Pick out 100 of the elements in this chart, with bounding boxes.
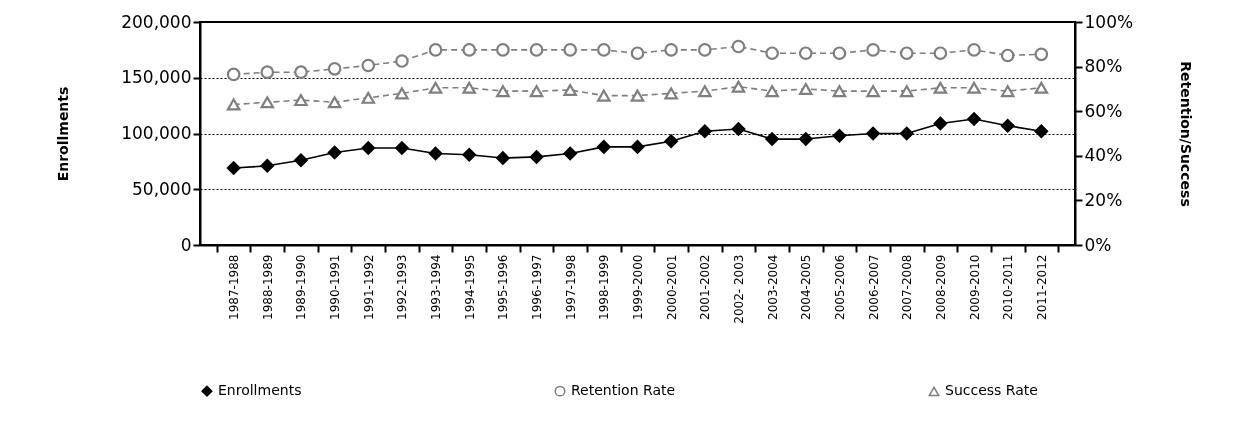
x-tick-label: 1988-1989	[260, 254, 275, 320]
x-tick-label: 1998-1999	[597, 254, 612, 320]
point	[698, 43, 712, 57]
point	[1000, 118, 1015, 133]
point	[294, 153, 308, 168]
point	[899, 126, 914, 141]
point	[361, 58, 376, 73]
point	[1034, 47, 1049, 62]
point	[1000, 48, 1015, 63]
point	[630, 140, 645, 154]
point	[765, 132, 779, 146]
point	[731, 122, 746, 136]
point	[933, 81, 948, 94]
x-tick-label: 2005-2006	[832, 254, 847, 320]
x-tick-label: 1996-1997	[530, 254, 545, 320]
point	[832, 85, 847, 98]
x-tick-label: 1993-1994	[429, 254, 444, 320]
x-tick-label: 1995-1996	[496, 254, 511, 320]
point	[226, 98, 241, 111]
y2-tick-label: 40%	[1084, 145, 1123, 166]
point	[933, 116, 948, 131]
x-tick-label: 2011-2012	[1034, 254, 1049, 320]
y2-tick-label: 20%	[1084, 189, 1123, 210]
point	[260, 96, 275, 109]
x-tick-label: 2008-2009	[933, 254, 948, 320]
x-tick-label: 2001-2002	[698, 254, 713, 320]
point	[361, 141, 376, 155]
y2-axis-title: Retention/Success	[1178, 61, 1195, 207]
point	[664, 134, 678, 149]
x-tick-label: 2003-2004	[765, 254, 780, 320]
point	[529, 150, 544, 164]
x-tick-label: 1992-1993	[395, 254, 410, 320]
x-tick-label: 1999-2000	[631, 254, 645, 320]
y-axis-title: Enrollments	[55, 86, 72, 182]
point	[226, 67, 241, 82]
point	[731, 39, 746, 54]
point	[731, 80, 746, 93]
y2-tick-label: 0%	[1084, 234, 1112, 255]
point	[630, 46, 645, 61]
x-tick-label: 1989-1990	[294, 254, 309, 320]
point	[496, 85, 510, 98]
point	[832, 46, 847, 61]
point	[1034, 124, 1049, 139]
point	[462, 147, 477, 162]
x-tick-label: 2007-2008	[900, 254, 915, 320]
point	[698, 85, 712, 98]
point	[899, 46, 914, 61]
point	[260, 65, 275, 79]
point	[597, 43, 611, 57]
y-tick-label: 50,000	[132, 178, 192, 199]
point	[428, 81, 443, 94]
point	[967, 43, 981, 57]
point	[529, 85, 544, 98]
point	[866, 126, 880, 141]
y-tick-label: 100,000	[121, 123, 192, 143]
y-tick-label: 150,000	[121, 67, 192, 88]
point	[866, 43, 880, 57]
y-tick-label: 200,000	[121, 11, 192, 32]
y2-tick-label: 60%	[1084, 100, 1123, 121]
point	[462, 43, 477, 57]
point	[428, 43, 443, 57]
y2-tick-label: 100%	[1084, 11, 1134, 32]
point	[327, 145, 342, 160]
point	[798, 46, 813, 61]
point	[698, 124, 712, 139]
point	[294, 65, 308, 79]
point	[395, 87, 409, 100]
point	[1034, 81, 1049, 94]
x-tick-label: 2010-2011	[1001, 254, 1016, 320]
point	[260, 159, 275, 173]
point	[563, 146, 577, 161]
point	[597, 89, 611, 102]
x-tick-label: 1987-1988	[227, 254, 242, 320]
point	[798, 132, 813, 146]
x-tick-label: 2004-2005	[799, 254, 814, 320]
point	[866, 85, 880, 98]
point	[798, 82, 813, 95]
x-tick-label: 2006-2007	[866, 254, 881, 320]
point	[226, 161, 241, 175]
y2-tick-label: 80%	[1084, 56, 1123, 77]
point	[1000, 85, 1015, 98]
x-tick-label: 2002- 2003	[731, 254, 746, 324]
point	[967, 81, 981, 94]
point	[664, 87, 678, 100]
point	[765, 85, 779, 98]
point	[899, 85, 914, 98]
point	[563, 83, 577, 97]
point	[361, 91, 376, 104]
point	[597, 140, 611, 154]
x-tick-label: 2009-2010	[967, 254, 982, 320]
point	[496, 151, 510, 165]
point	[428, 146, 443, 161]
x-tick-label: 1991-1992	[361, 254, 376, 320]
point	[563, 43, 577, 57]
point	[832, 128, 847, 143]
point	[462, 81, 477, 94]
x-tick-label: 2000-2001	[664, 254, 679, 320]
point	[294, 94, 308, 107]
x-tick-label: 1990-1991	[328, 254, 343, 320]
point	[395, 54, 409, 68]
